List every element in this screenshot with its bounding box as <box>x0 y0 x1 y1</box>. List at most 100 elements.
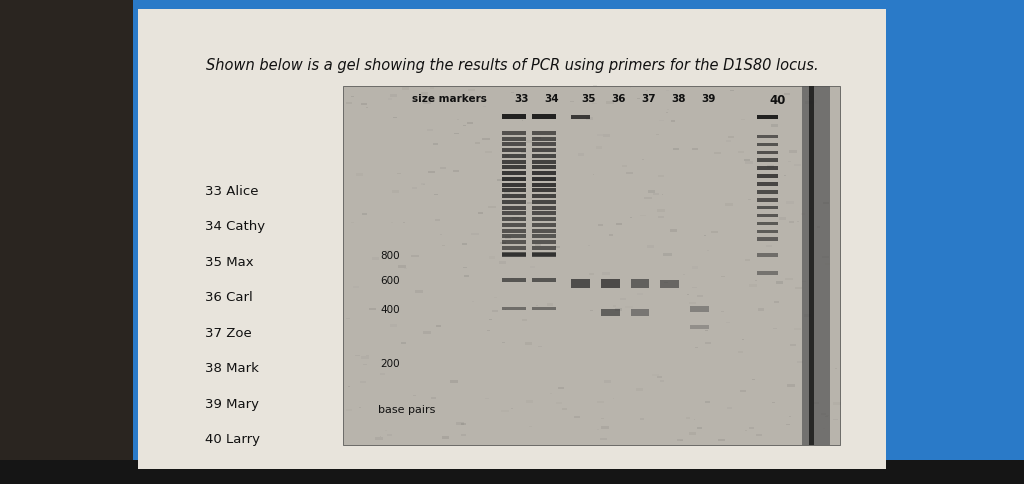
Bar <box>397 265 406 268</box>
Bar <box>475 143 480 145</box>
Bar <box>478 213 483 215</box>
Bar <box>657 376 663 378</box>
Bar <box>589 274 594 276</box>
Bar <box>601 426 609 429</box>
Bar <box>532 279 556 282</box>
Bar <box>525 141 532 144</box>
Bar <box>525 343 531 345</box>
Bar <box>431 397 436 399</box>
Bar <box>504 192 510 194</box>
Bar <box>412 255 419 258</box>
Bar <box>757 198 778 202</box>
Bar <box>788 221 795 223</box>
Bar <box>516 318 519 319</box>
Bar <box>407 123 408 124</box>
Bar <box>532 246 556 250</box>
Bar <box>503 189 526 193</box>
Bar <box>786 424 790 425</box>
Bar <box>657 176 665 178</box>
Bar <box>413 188 417 189</box>
Bar <box>791 344 796 346</box>
Text: 36 Carl: 36 Carl <box>205 291 253 303</box>
Bar <box>389 95 396 98</box>
Bar <box>415 290 423 293</box>
Bar <box>484 151 492 154</box>
Bar <box>389 279 397 282</box>
Bar <box>503 195 526 199</box>
Bar <box>503 178 526 182</box>
Bar <box>745 162 754 165</box>
Bar <box>626 172 634 175</box>
Bar <box>355 174 364 176</box>
Bar <box>503 229 526 233</box>
Bar <box>557 387 564 389</box>
Bar <box>427 129 433 131</box>
Bar <box>353 286 358 288</box>
Bar <box>495 298 498 299</box>
Bar <box>525 401 532 403</box>
Bar <box>690 306 709 312</box>
Bar <box>423 102 431 105</box>
Bar <box>532 149 556 153</box>
Bar <box>428 171 435 174</box>
Bar <box>485 398 488 399</box>
Bar <box>757 214 778 218</box>
Bar <box>522 319 527 321</box>
Bar <box>532 183 556 187</box>
Bar <box>755 280 758 281</box>
Bar <box>795 287 802 290</box>
Bar <box>421 184 425 185</box>
Bar <box>691 267 698 269</box>
Bar <box>592 104 597 105</box>
Bar <box>637 389 643 391</box>
Bar <box>757 159 778 163</box>
Bar <box>512 217 519 220</box>
Bar <box>767 166 774 168</box>
Bar <box>642 159 644 161</box>
Bar <box>390 325 397 328</box>
Bar <box>532 200 556 204</box>
Bar <box>435 326 440 328</box>
Bar <box>766 245 772 248</box>
Text: 40: 40 <box>769 94 785 107</box>
Bar <box>507 219 509 220</box>
Bar <box>367 356 369 357</box>
Bar <box>0 0 164 484</box>
Bar <box>677 439 683 441</box>
Bar <box>612 306 616 307</box>
Bar <box>360 357 369 359</box>
Bar <box>656 135 659 136</box>
Bar <box>505 156 509 157</box>
Bar <box>532 235 556 239</box>
Bar <box>701 106 703 107</box>
Bar <box>707 251 709 252</box>
Bar <box>501 410 509 413</box>
Bar <box>664 282 668 284</box>
Bar <box>686 418 690 419</box>
Bar <box>569 102 573 103</box>
Bar <box>449 99 453 101</box>
Bar <box>706 342 712 344</box>
Bar <box>620 299 626 301</box>
Bar <box>757 238 778 242</box>
Bar <box>692 149 698 151</box>
Bar <box>532 224 556 227</box>
Bar <box>739 390 746 393</box>
Bar <box>757 183 778 186</box>
Bar <box>493 311 498 313</box>
Bar <box>133 0 1024 484</box>
Text: 40 Larry: 40 Larry <box>205 432 260 445</box>
Text: 35 Max: 35 Max <box>205 256 253 268</box>
Bar <box>825 415 829 416</box>
Bar <box>725 203 733 206</box>
Text: size markers: size markers <box>413 94 487 104</box>
Bar <box>834 419 838 421</box>
Bar <box>609 235 613 236</box>
Bar <box>503 254 526 257</box>
Bar <box>461 434 466 436</box>
Bar <box>391 191 399 193</box>
Bar <box>503 241 526 244</box>
Bar <box>602 273 609 275</box>
Bar <box>618 344 621 345</box>
Bar <box>823 203 828 205</box>
